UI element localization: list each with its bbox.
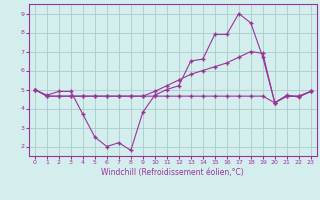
X-axis label: Windchill (Refroidissement éolien,°C): Windchill (Refroidissement éolien,°C) bbox=[101, 168, 244, 177]
